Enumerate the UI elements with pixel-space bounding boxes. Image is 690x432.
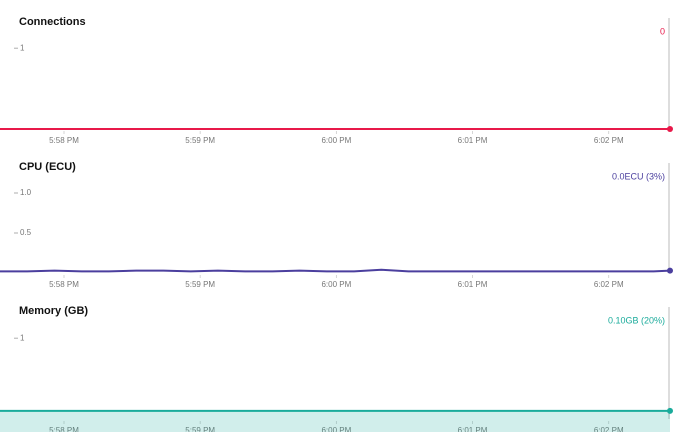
x-tick-label: 6:02 PM xyxy=(594,426,624,432)
x-tick-label: 6:00 PM xyxy=(321,280,351,289)
series-area xyxy=(0,410,670,432)
current-value: 0.0ECU (3%) xyxy=(612,171,665,181)
current-value: 0.10GB (20%) xyxy=(608,315,665,325)
series-line xyxy=(0,268,671,273)
x-tick-label: 5:58 PM xyxy=(49,426,79,432)
chart-title: CPU (ECU) xyxy=(19,161,76,173)
x-tick-label: 6:01 PM xyxy=(458,426,488,432)
x-tick-label: 5:59 PM xyxy=(185,136,215,145)
x-tick-label: 6:02 PM xyxy=(594,136,624,145)
y-tick-label: 1 xyxy=(20,333,25,342)
current-value: 0 xyxy=(660,26,665,36)
x-tick-label: 5:59 PM xyxy=(185,280,215,289)
chart-title: Memory (GB) xyxy=(19,305,88,317)
y-tick-label: 1.0 xyxy=(20,188,32,197)
chart-title: Connections xyxy=(19,16,86,28)
x-tick-label: 6:01 PM xyxy=(458,136,488,145)
y-tick-label: 1 xyxy=(20,43,25,52)
x-tick-label: 6:00 PM xyxy=(321,136,351,145)
x-tick-label: 5:59 PM xyxy=(185,426,215,432)
x-tick-label: 6:02 PM xyxy=(594,280,624,289)
x-tick-label: 5:58 PM xyxy=(49,136,79,145)
end-dot xyxy=(667,407,673,414)
end-dot xyxy=(667,267,673,274)
y-tick-label: 0.5 xyxy=(20,228,32,237)
end-dot xyxy=(667,126,673,132)
x-tick-label: 6:01 PM xyxy=(458,280,488,289)
x-tick-label: 5:58 PM xyxy=(49,280,79,289)
x-tick-label: 6:00 PM xyxy=(321,426,351,432)
